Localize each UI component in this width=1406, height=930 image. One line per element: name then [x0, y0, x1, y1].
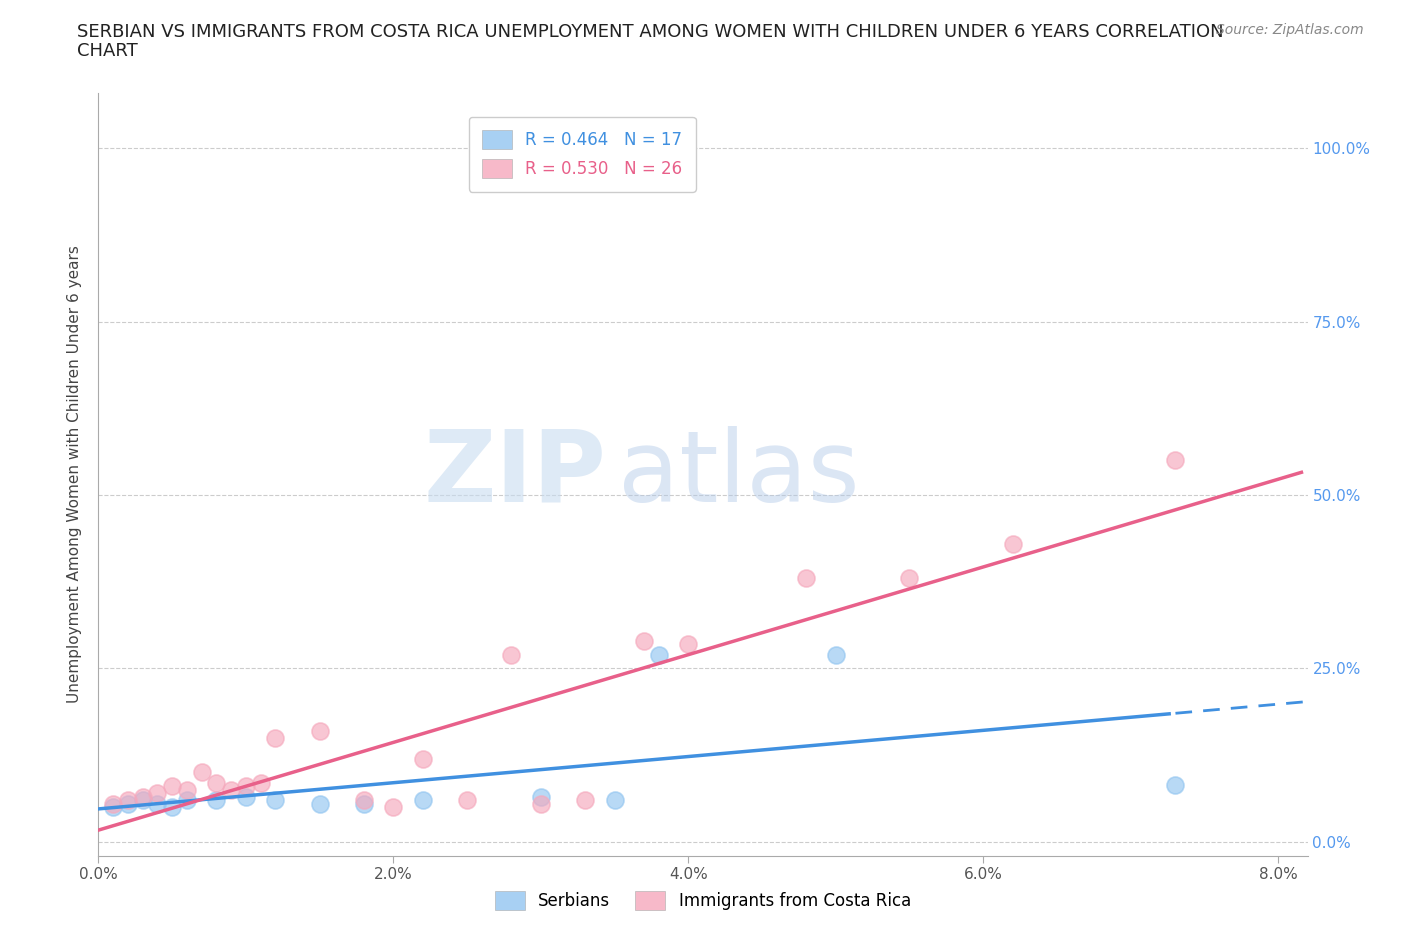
Point — [219, 782, 242, 797]
Point — [794, 571, 817, 586]
Point — [205, 792, 228, 807]
Point — [501, 647, 523, 662]
Point — [264, 730, 287, 745]
Point — [1001, 537, 1024, 551]
Point — [101, 800, 124, 815]
Point — [412, 792, 434, 807]
Point — [235, 790, 257, 804]
Point — [249, 776, 271, 790]
Point — [205, 776, 228, 790]
Text: Source: ZipAtlas.com: Source: ZipAtlas.com — [1216, 23, 1364, 37]
Point — [131, 792, 153, 807]
Point — [382, 800, 405, 815]
Point — [176, 782, 198, 797]
Point — [353, 792, 375, 807]
Legend: Serbians, Immigrants from Costa Rica: Serbians, Immigrants from Costa Rica — [488, 884, 918, 917]
Point — [574, 792, 596, 807]
Point — [603, 792, 626, 807]
Text: atlas: atlas — [619, 426, 860, 523]
Legend: R = 0.464   N = 17, R = 0.530   N = 26: R = 0.464 N = 17, R = 0.530 N = 26 — [468, 116, 696, 192]
Point — [117, 796, 139, 811]
Point — [898, 571, 921, 586]
Point — [633, 633, 655, 648]
Point — [146, 796, 169, 811]
Point — [101, 796, 124, 811]
Point — [190, 765, 212, 780]
Point — [1164, 777, 1187, 792]
Point — [530, 790, 553, 804]
Text: ZIP: ZIP — [423, 426, 606, 523]
Point — [235, 778, 257, 793]
Y-axis label: Unemployment Among Women with Children Under 6 years: Unemployment Among Women with Children U… — [67, 246, 83, 703]
Point — [264, 792, 287, 807]
Point — [530, 796, 553, 811]
Text: CHART: CHART — [77, 42, 138, 60]
Point — [678, 637, 700, 652]
Point — [160, 800, 183, 815]
Point — [824, 647, 846, 662]
Point — [308, 796, 330, 811]
Point — [146, 786, 169, 801]
Point — [353, 796, 375, 811]
Point — [1164, 453, 1187, 468]
Point — [648, 647, 671, 662]
Point — [176, 792, 198, 807]
Point — [131, 790, 153, 804]
Point — [412, 751, 434, 766]
Point — [308, 724, 330, 738]
Point — [117, 792, 139, 807]
Text: SERBIAN VS IMMIGRANTS FROM COSTA RICA UNEMPLOYMENT AMONG WOMEN WITH CHILDREN UND: SERBIAN VS IMMIGRANTS FROM COSTA RICA UN… — [77, 23, 1225, 41]
Point — [456, 792, 478, 807]
Point — [160, 778, 183, 793]
